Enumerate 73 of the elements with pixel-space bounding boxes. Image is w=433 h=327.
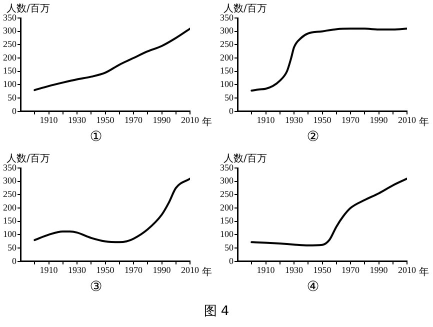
x-tick-label: 1910 <box>256 265 276 276</box>
y-tick-label: 350 <box>220 162 234 172</box>
x-tick-label: 1990 <box>370 265 388 276</box>
x-tick-label: 1930 <box>285 115 304 126</box>
x-tick-label: 1970 <box>342 265 360 276</box>
y-tick-label: 0 <box>229 256 234 266</box>
x-axis-title: 年 <box>202 266 212 278</box>
y-tick-label: 300 <box>220 26 234 36</box>
x-tick-label: 2010 <box>181 115 200 126</box>
y-tick-label: 350 <box>220 12 234 22</box>
x-tick-label: 1970 <box>124 265 143 276</box>
x-tick-label: 1910 <box>40 115 58 126</box>
y-tick-label: 200 <box>220 202 234 212</box>
x-tick-label: 1910 <box>40 265 58 276</box>
y-tick-label: 150 <box>3 216 17 226</box>
text: ④ <box>306 279 320 296</box>
y-tick-label: 200 <box>3 52 17 62</box>
y-tick-label: 50 <box>8 92 17 102</box>
x-tick-label: 1950 <box>313 265 332 276</box>
y-tick-label: 50 <box>224 92 234 102</box>
y-tick-label: 100 <box>3 229 17 240</box>
line-series <box>34 28 190 92</box>
caption: 图 4 <box>204 304 230 319</box>
y-tick-label: 150 <box>220 66 234 76</box>
x-axis-title: 年 <box>202 116 212 128</box>
x-tick-label: 1990 <box>152 265 172 276</box>
x-axis-title: 年 <box>419 116 429 128</box>
y-tick-label: 350 <box>3 12 17 22</box>
y-tick-label: 200 <box>220 52 234 62</box>
x-tick-label: 1910 <box>256 115 276 126</box>
y-tick-label: 100 <box>220 229 234 240</box>
x-tick-label: 2010 <box>181 265 200 276</box>
x-tick-label: 1970 <box>124 115 143 126</box>
y-tick-label: 50 <box>224 242 234 252</box>
x-tick-label: 2010 <box>398 265 416 276</box>
y-axis-title: 人数/百万 <box>6 4 50 15</box>
y-tick-label: 100 <box>3 79 17 90</box>
x-tick-label: 1970 <box>342 115 360 126</box>
y-axis-title: 人数/百万 <box>224 154 267 165</box>
y-tick-label: 250 <box>3 189 17 200</box>
x-tick-label: 1990 <box>152 115 172 126</box>
x-tick-label: 1950 <box>313 115 332 126</box>
y-axis-title: 人数/百万 <box>6 154 50 165</box>
x-tick-label: 1930 <box>68 265 86 276</box>
x-tick-label: 2010 <box>398 115 416 126</box>
y-tick-label: 0 <box>12 256 17 266</box>
y-tick-label: 250 <box>3 39 17 50</box>
x-tick-label: 1930 <box>285 265 304 276</box>
y-tick-label: 250 <box>220 39 234 50</box>
line-series <box>34 178 190 244</box>
y-tick-label: 300 <box>220 176 234 186</box>
y-tick-label: 0 <box>12 106 17 116</box>
text: ① <box>90 129 102 146</box>
y-tick-label: 150 <box>3 66 17 76</box>
y-tick-label: 300 <box>3 176 17 186</box>
x-tick-label: 1950 <box>96 265 115 276</box>
x-tick-label: 1930 <box>68 115 86 126</box>
y-tick-label: 300 <box>3 26 17 36</box>
x-tick-label: 1950 <box>96 115 115 126</box>
line-series <box>250 28 407 92</box>
line-series <box>250 178 407 246</box>
x-axis-title: 年 <box>419 266 429 278</box>
y-tick-label: 150 <box>220 216 234 226</box>
x-tick-label: 1990 <box>370 115 388 126</box>
text: ③ <box>90 279 102 296</box>
y-tick-label: 0 <box>229 106 234 116</box>
text: ② <box>306 129 320 146</box>
y-tick-label: 350 <box>3 162 17 172</box>
y-tick-label: 250 <box>220 189 234 200</box>
y-tick-label: 100 <box>220 79 234 90</box>
y-tick-label: 200 <box>3 202 17 212</box>
y-axis-title: 人数/百万 <box>224 4 267 15</box>
y-tick-label: 50 <box>8 242 17 252</box>
